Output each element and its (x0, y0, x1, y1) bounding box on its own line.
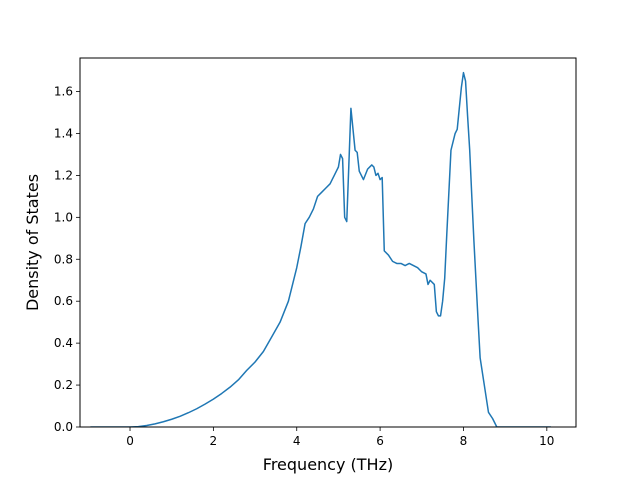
series-layer (90, 71, 551, 427)
ticks-layer: 0 2 4 6 8 10 0.0 0.2 0.4 0.6 0.8 1.0 1.2 1.4 1.6 (54, 85, 555, 448)
y-tick-label: 0.6 (54, 294, 73, 308)
x-tick-label: 10 (539, 434, 554, 448)
y-axis-label: Density of States (23, 174, 42, 311)
y-tick-label: 1.4 (54, 126, 73, 140)
x-tick-label: 0 (126, 434, 134, 448)
axes-frame (79, 57, 577, 428)
x-tick-label: 4 (293, 434, 301, 448)
y-tick-label: 0.0 (54, 420, 73, 434)
x-axis-label: Frequency (THz) (263, 455, 393, 474)
y-tick-label: 0.8 (54, 252, 73, 266)
y-tick-label: 1.2 (54, 168, 73, 182)
y-tick-label: 1.6 (54, 85, 73, 99)
x-tick-label: 6 (376, 434, 384, 448)
x-tick-label: 8 (460, 434, 468, 448)
x-tick-label: 2 (210, 434, 218, 448)
dos-series-line (90, 71, 551, 427)
y-tick-label: 0.4 (54, 336, 73, 350)
y-tick-label: 0.2 (54, 378, 73, 392)
y-tick-label: 1.0 (54, 210, 73, 224)
